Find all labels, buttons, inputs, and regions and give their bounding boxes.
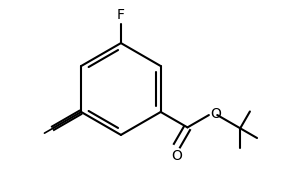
Text: O: O [210,107,222,121]
Text: O: O [171,149,182,163]
Text: F: F [117,8,125,22]
